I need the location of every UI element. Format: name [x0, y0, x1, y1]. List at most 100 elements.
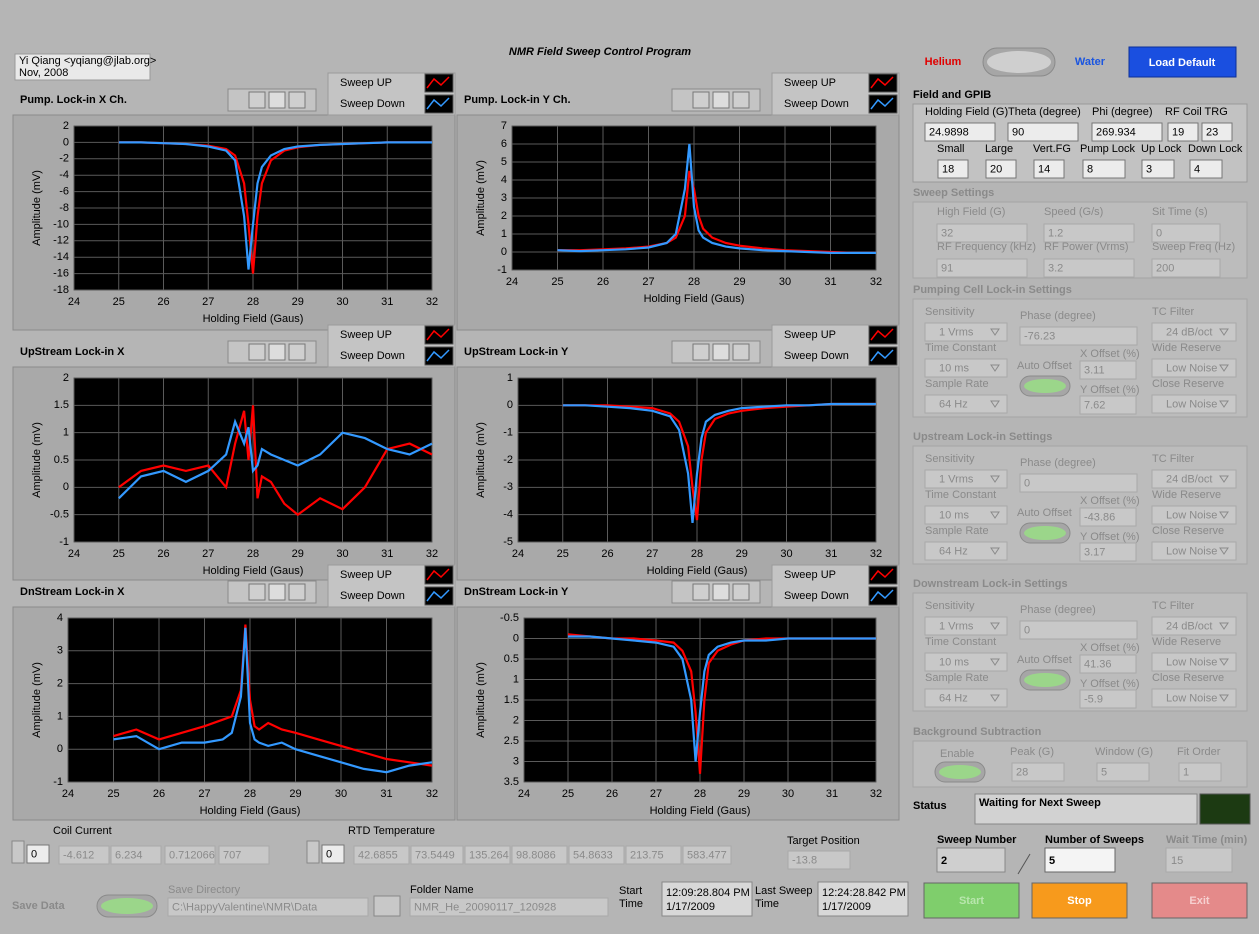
- graph-title: DnStream Lock-in X: [20, 586, 125, 598]
- x-tick-label: 28: [247, 548, 259, 560]
- y-tick-label: 1.5: [504, 694, 519, 706]
- value-box[interactable]: [1091, 122, 1163, 142]
- dropdown[interactable]: [924, 541, 1008, 561]
- value: 7.62: [1084, 399, 1105, 411]
- toolbar-button[interactable]: [732, 343, 750, 361]
- status-label: Status: [913, 800, 947, 812]
- series-line: [557, 143, 876, 254]
- value: NMR_He_20090117_120928: [414, 901, 556, 913]
- stop-button[interactable]: [1031, 882, 1128, 919]
- field-label: Last Sweep: [755, 885, 812, 897]
- toggle-knob[interactable]: [101, 898, 153, 914]
- value-box[interactable]: [1141, 159, 1175, 179]
- dropdown[interactable]: [924, 358, 1008, 378]
- field-label: TC Filter: [1152, 600, 1195, 612]
- dropdown[interactable]: [1151, 505, 1237, 525]
- field-label: Coil Current: [53, 825, 112, 837]
- toggle-knob[interactable]: [939, 765, 981, 779]
- dropdown[interactable]: [1151, 358, 1237, 378]
- value-box: [164, 845, 216, 865]
- value-box: [787, 850, 851, 870]
- dropdown[interactable]: [924, 616, 1008, 636]
- dropdown[interactable]: [1151, 394, 1237, 414]
- x-tick-label: 28: [688, 276, 700, 288]
- value-box[interactable]: [937, 159, 969, 179]
- dropdown[interactable]: [1151, 688, 1237, 708]
- browse-button[interactable]: [373, 895, 401, 917]
- y-tick-label: 2: [57, 678, 63, 690]
- y-tick-label: 2.5: [504, 735, 519, 747]
- toolbar-button[interactable]: [288, 91, 306, 109]
- toolbar-button[interactable]: [248, 91, 266, 109]
- value-box[interactable]: [1189, 159, 1223, 179]
- toolbar-button[interactable]: [692, 583, 710, 601]
- start-button[interactable]: [923, 882, 1020, 919]
- y-tick-label: -2: [503, 454, 513, 466]
- dropdown[interactable]: [924, 322, 1008, 342]
- load-default-button[interactable]: [1128, 46, 1237, 78]
- section-title: Pumping Cell Lock-in Settings: [913, 284, 1072, 296]
- toolbar-button[interactable]: [732, 91, 750, 109]
- dropdown[interactable]: [1151, 469, 1237, 489]
- dropdown[interactable]: [924, 688, 1008, 708]
- toolbar-button[interactable]: [268, 343, 286, 361]
- dropdown[interactable]: [1151, 652, 1237, 672]
- value-box[interactable]: [1201, 122, 1233, 142]
- dropdown[interactable]: [924, 469, 1008, 489]
- x-axis-title: Holding Field (Gaus): [200, 805, 301, 817]
- value-box[interactable]: [1082, 159, 1126, 179]
- value-box[interactable]: [1167, 122, 1199, 142]
- dropdown[interactable]: [1151, 322, 1237, 342]
- toggle-knob[interactable]: [1024, 379, 1066, 393]
- toggle-knob[interactable]: [987, 51, 1051, 73]
- value: 0: [1024, 477, 1030, 489]
- value-box[interactable]: [1033, 159, 1065, 179]
- toolbar-button[interactable]: [248, 343, 266, 361]
- dropdown-arrow: [1219, 364, 1229, 372]
- index-box[interactable]: [321, 844, 345, 864]
- toolbar-button[interactable]: [692, 343, 710, 361]
- x-axis-title: Holding Field (Gaus): [203, 565, 304, 577]
- y-tick-label: -18: [53, 284, 69, 296]
- status-led: [1199, 793, 1251, 825]
- toolbar-button[interactable]: [268, 583, 286, 601]
- toolbar-button[interactable]: [712, 583, 730, 601]
- value: -5.9: [1084, 693, 1103, 705]
- dropdown[interactable]: [924, 505, 1008, 525]
- y-axis-title: Amplitude (mV): [475, 160, 487, 236]
- dropdown[interactable]: [924, 394, 1008, 414]
- spinner[interactable]: [11, 840, 25, 864]
- toolbar-button[interactable]: [248, 583, 266, 601]
- index-box[interactable]: [26, 844, 50, 864]
- value-box[interactable]: [1044, 847, 1116, 873]
- toolbar-button[interactable]: [712, 91, 730, 109]
- value: 90: [1012, 126, 1024, 138]
- x-tick-label: 30: [335, 788, 347, 800]
- legend-label: Sweep UP: [784, 329, 836, 341]
- field-label: Y Offset (%): [1080, 531, 1140, 543]
- field-label: Peak (G): [1010, 746, 1054, 758]
- exit-button[interactable]: [1151, 882, 1248, 919]
- toolbar-button[interactable]: [288, 583, 306, 601]
- dropdown[interactable]: [1151, 541, 1237, 561]
- x-tick-label: 32: [426, 296, 438, 308]
- toggle-knob[interactable]: [1024, 673, 1066, 687]
- toggle-knob[interactable]: [1024, 526, 1066, 540]
- dropdown[interactable]: [924, 652, 1008, 672]
- value: 213.75: [630, 849, 664, 861]
- toolbar-button[interactable]: [732, 583, 750, 601]
- toolbar-button[interactable]: [268, 91, 286, 109]
- dropdown-value: 64 Hz: [939, 398, 968, 410]
- value-box[interactable]: [1007, 122, 1079, 142]
- x-axis-title: Holding Field (Gaus): [644, 293, 745, 305]
- value-box[interactable]: [985, 159, 1017, 179]
- toolbar-button[interactable]: [712, 343, 730, 361]
- toolbar-button[interactable]: [692, 91, 710, 109]
- value-box[interactable]: [924, 122, 996, 142]
- spinner[interactable]: [306, 840, 320, 864]
- y-tick-label: -1: [503, 427, 513, 439]
- dropdown-arrow: [990, 511, 1000, 519]
- dropdown[interactable]: [1151, 616, 1237, 636]
- toolbar-button[interactable]: [288, 343, 306, 361]
- value-box: [1019, 473, 1138, 493]
